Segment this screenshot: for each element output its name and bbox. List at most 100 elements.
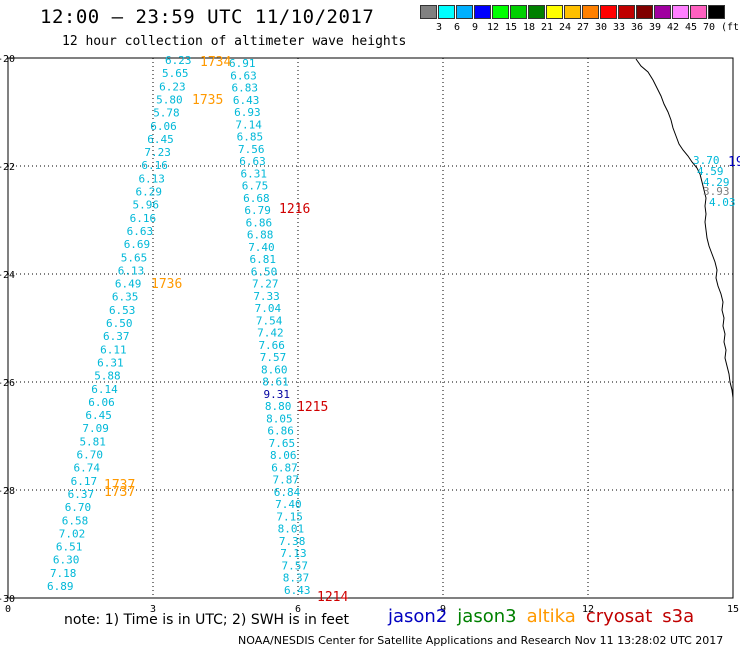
track-b-value: 6.84	[274, 486, 301, 499]
pass-label: 1736	[151, 277, 182, 292]
satellite-legend-item: jason2	[388, 606, 448, 627]
track-b-value: 8.60	[261, 363, 288, 376]
pass-label: 1734	[200, 55, 231, 70]
track-b-value: 7.40	[248, 241, 275, 254]
track-a-value: 6.70	[77, 449, 104, 462]
track-a-value: 6.06	[150, 120, 177, 133]
track-a-value: 6.23	[165, 54, 192, 67]
legend-label: 15	[504, 22, 518, 33]
track-b-value: 6.68	[243, 192, 270, 205]
pass-label: 1216	[279, 202, 310, 217]
legend-label: 27	[576, 22, 590, 33]
legend-swatch	[510, 5, 527, 19]
lat-tick-label: -22	[0, 162, 15, 173]
track-b-value: 6.86	[246, 216, 273, 229]
track-a-value: 6.16	[130, 212, 157, 225]
footer-credit: NOAA/NESDIS Center for Satellite Applica…	[238, 634, 724, 647]
track-a-value: 6.35	[112, 291, 138, 304]
track-b-value: 8.80	[265, 400, 292, 413]
track-b-value: 8.06	[270, 449, 297, 462]
track-c-value: 3.93	[703, 185, 730, 198]
legend-swatch	[636, 5, 653, 19]
pass-label: 1214	[317, 590, 348, 605]
lat-tick-label: -20	[0, 54, 15, 65]
legend-label: 36	[630, 22, 644, 33]
track-a-value: 6.37	[68, 488, 95, 501]
legend-swatch	[528, 5, 545, 19]
track-a-value: 5.80	[156, 93, 183, 106]
track-a-value: 5.65	[162, 67, 189, 80]
track-b-value: 7.57	[260, 351, 287, 364]
track-a-value: 6.30	[53, 554, 80, 567]
track-b-value: 7.56	[238, 143, 265, 156]
legend-swatch	[582, 5, 599, 19]
track-b-value: 7.04	[255, 302, 282, 315]
track-b-value: 9.31	[264, 388, 291, 401]
legend-label: 9	[471, 22, 479, 33]
track-b-value: 8.05	[266, 412, 293, 425]
track-b-value: 8.01	[278, 523, 305, 536]
legend-swatch	[564, 5, 581, 19]
track-b-value: 8.61	[262, 376, 289, 389]
pass-label: 1737	[104, 478, 135, 493]
satellite-legend-item: cryosat	[585, 606, 653, 627]
pass-label: 1735	[192, 93, 223, 108]
track-b-value: 6.50	[251, 265, 278, 278]
coastline-path	[635, 58, 734, 399]
pass-label: 19	[728, 155, 740, 170]
track-a-value: 6.17	[71, 475, 98, 488]
track-c-value: 4.03	[709, 196, 736, 209]
track-b-value: 6.63	[230, 69, 257, 82]
pass-label: 1737	[104, 485, 135, 500]
track-a-value: 7.02	[59, 527, 86, 540]
legend-swatch	[474, 5, 491, 19]
track-b-value: 7.15	[276, 510, 303, 523]
map-frame	[7, 57, 734, 599]
coastline	[635, 58, 734, 399]
track-b-value: 7.27	[252, 278, 278, 291]
track-b-value: 7.42	[257, 327, 284, 340]
lon-tick-label: 0	[5, 604, 11, 615]
track-a-value: 6.13	[118, 264, 145, 277]
satellite-legend: jason2 jason3 altika cryosat s3a	[388, 606, 704, 627]
legend-swatch	[708, 5, 725, 19]
track-a-value: 6.29	[136, 186, 163, 199]
satellite-legend-item: jason3	[457, 606, 517, 627]
legend-swatch	[546, 5, 563, 19]
track-a-value: 6.74	[74, 462, 101, 475]
lat-tick-label: -26	[0, 378, 15, 389]
track-b-value: 7.57	[281, 559, 308, 572]
legend-label: 3	[435, 22, 443, 33]
track-a-value: 6.53	[109, 304, 136, 317]
track-b-value: 7.87	[273, 474, 300, 487]
footer-note: note: 1) Time is in UTC; 2) SWH is in fe…	[64, 612, 350, 628]
track-b-value: 7.38	[279, 535, 306, 548]
track-b-value: 6.86	[267, 425, 294, 438]
track-a-value: 6.89	[47, 580, 74, 593]
track-a-value: 6.51	[56, 541, 83, 554]
page-title: 12:00 — 23:59 UTC 11/10/2017	[40, 6, 375, 28]
track-a-value: 6.45	[85, 409, 112, 422]
track-b-value: 6.81	[249, 253, 275, 266]
track-b-value: 7.14	[235, 118, 262, 131]
track-c-value: 3.70	[693, 154, 720, 167]
legend-swatch	[618, 5, 635, 19]
legend-label: 70	[702, 22, 716, 33]
lon-tick-label: 6	[295, 604, 301, 615]
legend-swatch	[438, 5, 455, 19]
track-a-value: 5.78	[153, 107, 180, 120]
legend-label: 21	[540, 22, 554, 33]
track-b-value: 7.40	[275, 498, 302, 511]
track-a-value: 7.18	[50, 567, 76, 580]
satellite-legend-item: altika	[526, 606, 576, 627]
track-b-value: 6.63	[239, 155, 265, 168]
track-a-value: 7.09	[82, 422, 109, 435]
legend-label: (ft)	[721, 22, 740, 33]
track-a-value: 6.63	[127, 225, 153, 238]
track-a-value: 6.11	[100, 343, 127, 356]
track-a-value: 7.23	[144, 146, 171, 159]
track-b-value: 6.43	[233, 94, 260, 107]
legend-label: 33	[612, 22, 626, 33]
